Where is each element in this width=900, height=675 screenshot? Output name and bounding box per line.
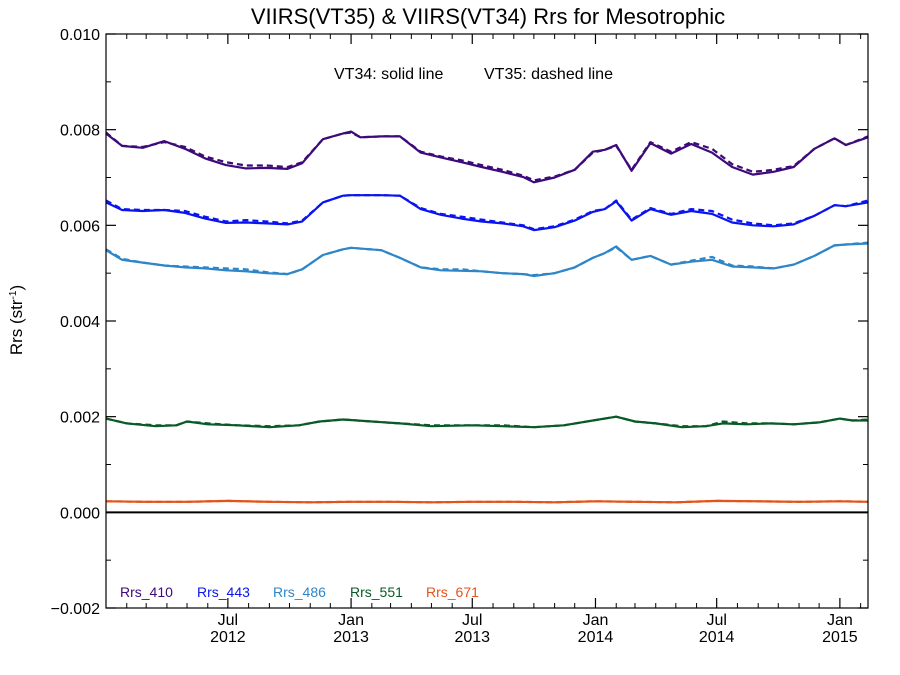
series-rrs-671-dashed-line [105, 499, 869, 504]
x-tick-label-year: 2013 [333, 629, 369, 646]
y-axis-label: Rrs (str-1) [7, 285, 26, 355]
x-tick-label-month: Jul [218, 612, 238, 629]
note-solid: VT34: solid line [334, 66, 443, 83]
x-tick-label-year: 2013 [454, 629, 490, 646]
x-tick-label-month: Jan [338, 612, 364, 629]
axes: 0.0100.0080.0060.0040.0020.000−0.002Jul2… [51, 27, 869, 646]
y-tick-label: −0.002 [51, 601, 100, 618]
x-tick-label-year: 2014 [578, 629, 614, 646]
legend-item-rrs-671: Rrs_671 [426, 584, 479, 600]
y-tick-label: 0.004 [60, 314, 100, 331]
series-rrs-443-dashed-line [105, 194, 869, 231]
chart-note: VT34: solid line VT35: dashed line [334, 66, 613, 83]
y-tick-label: 0.006 [60, 218, 100, 235]
x-tick-label-year: 2014 [699, 629, 735, 646]
note-dashed: VT35: dashed line [484, 66, 613, 83]
legend-item-rrs-443: Rrs_443 [197, 584, 250, 600]
plot-frame [105, 33, 869, 609]
legend-item-rrs-486: Rrs_486 [273, 584, 326, 600]
legend: Rrs_410 Rrs_443 Rrs_486 Rrs_551 Rrs_671 [120, 584, 479, 600]
series-rrs-443-solid-line [105, 194, 869, 232]
y-axis-label-main: Rrs (str [7, 299, 26, 355]
y-tick-label: 0.002 [60, 410, 100, 427]
plot-area [105, 130, 869, 514]
y-tick-label: 0.000 [60, 505, 100, 522]
series-rrs-486-dashed-line [105, 241, 869, 277]
x-tick-label-month: Jul [706, 612, 726, 629]
x-tick-label-month: Jul [462, 612, 482, 629]
chart-title: VIIRS(VT35) & VIIRS(VT34) Rrs for Mesotr… [251, 4, 725, 29]
series-rrs-410-dashed-line [105, 131, 869, 182]
x-tick-label-year: 2012 [210, 629, 246, 646]
legend-item-rrs-410: Rrs_410 [120, 584, 173, 600]
y-axis-label-sup: -1 [8, 290, 19, 299]
x-tick-label-month: Jan [583, 612, 609, 629]
x-tick-label-year: 2015 [822, 629, 858, 646]
y-tick-label: 0.008 [60, 123, 100, 140]
series-rrs-410-solid-line [105, 130, 869, 184]
legend-item-rrs-551: Rrs_551 [350, 584, 403, 600]
x-tick-label-month: Jan [827, 612, 853, 629]
y-axis-label-close: ) [7, 285, 26, 291]
y-tick-label: 0.010 [60, 27, 100, 44]
series-rrs-551-dashed-line [105, 415, 869, 429]
